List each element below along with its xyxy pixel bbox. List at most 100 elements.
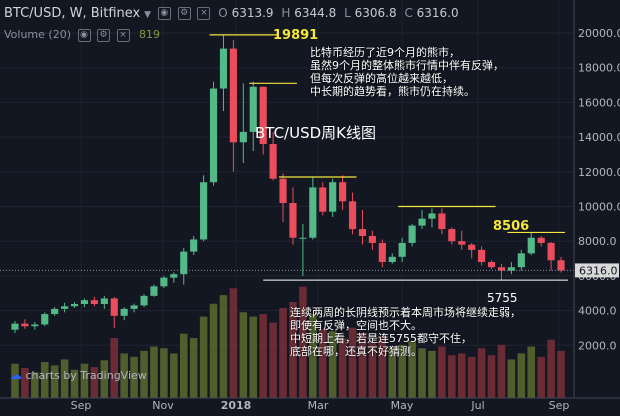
time-tick-Sep: Sep <box>549 399 570 412</box>
support-low-label: 5755 <box>487 291 518 305</box>
volume-bar-18 <box>189 338 198 398</box>
candle-body-44 <box>448 229 456 242</box>
candle-body-14 <box>150 286 158 296</box>
note-top-line-3: 但每次反弹的高位越来越低， <box>310 72 453 85</box>
candle-body-24 <box>249 86 257 132</box>
candles[interactable] <box>11 34 565 334</box>
time-tick-Mar: Mar <box>308 399 329 412</box>
time-tick-May: May <box>391 399 414 412</box>
candle-body-4 <box>51 308 59 315</box>
price-tick-20000: 20000.0 <box>578 27 620 40</box>
candle-body-52 <box>527 237 535 254</box>
price-tick-14000: 14000.0 <box>578 131 620 144</box>
price-tick-18000: 18000.0 <box>578 62 620 75</box>
volume-bar-54 <box>547 339 555 398</box>
current-price-tag <box>575 263 619 278</box>
note-top-line-1: 比特币经历了近9个月的熊市， <box>310 46 460 59</box>
candle-body-26 <box>269 144 277 179</box>
candle-body-19 <box>200 182 208 240</box>
close-label: C <box>404 6 413 20</box>
volume-bar-12 <box>130 356 138 398</box>
volume-bar-2 <box>31 372 39 398</box>
candle-body-43 <box>438 213 446 230</box>
volume-bar-13 <box>140 350 148 398</box>
candle-body-8 <box>90 300 98 305</box>
candle-body-45 <box>458 241 466 245</box>
volume-bar-29 <box>299 286 307 398</box>
settings-icon[interactable]: ⚙ <box>177 7 191 20</box>
candle-body-40 <box>408 225 416 243</box>
candle-body-13 <box>140 295 148 306</box>
candle-body-55 <box>557 260 565 271</box>
candle-body-35 <box>358 229 367 236</box>
note-bottom-line-3: 中短期上看，若是连5755都守不住， <box>290 332 472 345</box>
tradingview-watermark[interactable]: ☁ charts by TradingView <box>10 368 147 382</box>
price-axis[interactable]: 2000.04000.06000.08000.010000.012000.014… <box>573 0 620 416</box>
note-top-line-4: 中长期的趋势看，熊市仍在持续。 <box>310 85 475 98</box>
volume-bar-14 <box>150 346 158 398</box>
open-label: O <box>218 6 228 20</box>
note-bottom-line-4: 底部在哪，还真不好猜测。 <box>290 345 422 358</box>
candle-body-34 <box>348 201 357 230</box>
close-icon[interactable]: × <box>197 7 211 20</box>
price-tick-2000: 2000.0 <box>578 339 617 352</box>
candle-body-53 <box>537 237 545 243</box>
hide-icon[interactable]: ◉ <box>157 7 171 20</box>
volume-bar-44 <box>448 355 456 398</box>
volume-bar-9 <box>100 360 109 398</box>
note-top-line-2: 虽然9个月的整体熊市行情中伴有反弹， <box>310 59 504 72</box>
candle-body-0 <box>11 323 19 330</box>
volume-value: 819 <box>139 28 160 41</box>
volume-bar-19 <box>199 316 208 398</box>
candle-body-32 <box>329 182 337 212</box>
volume-bar-8 <box>90 367 99 398</box>
low-value: 6306.8 <box>354 6 397 20</box>
candle-body-6 <box>70 304 79 307</box>
candle-body-17 <box>180 251 188 275</box>
price-tick-10000: 10000.0 <box>578 201 620 214</box>
volume-bar-52 <box>527 346 536 398</box>
candle-body-23 <box>239 131 247 143</box>
volume-settings-icon[interactable]: ⚙ <box>97 28 110 42</box>
volume-hide-icon[interactable]: ◉ <box>77 28 91 42</box>
price-tick-16000: 16000.0 <box>578 96 620 109</box>
candle-body-42 <box>428 213 436 219</box>
time-axis[interactable]: Sep Nov 2018 Mar May Jul Sep <box>0 397 620 412</box>
volume-bar-53 <box>537 356 545 398</box>
volume-bars <box>11 286 565 398</box>
note-bottom-line-2: 即使有反弹，空间也不大。 <box>290 319 422 332</box>
volume-bar-22 <box>229 288 238 398</box>
high-label: H <box>281 6 291 20</box>
volume-bar-4 <box>50 365 59 398</box>
volume-bar-34 <box>348 327 357 398</box>
volume-bar-37 <box>378 336 387 398</box>
volume-legend: Volume (20) ◉ ⚙ × 819 <box>4 28 160 42</box>
volume-bar-41 <box>418 348 426 398</box>
candle-body-3 <box>41 314 49 325</box>
candle-body-10 <box>110 298 118 316</box>
chart-header: BTC/USD, W, Bitfinex ▼ ◉ ⚙ × O 6313.9 H … <box>4 6 459 21</box>
volume-bar-25 <box>259 314 267 398</box>
volume-close-icon[interactable]: × <box>116 28 130 42</box>
candle-body-39 <box>398 242 406 257</box>
candle-body-20 <box>209 88 218 183</box>
volume-bar-51 <box>517 353 526 398</box>
symbol-dropdown-icon[interactable]: ▼ <box>144 10 151 20</box>
volume-bar-47 <box>477 348 486 398</box>
time-tick-Sep: Sep <box>71 399 92 412</box>
volume-bar-3 <box>40 362 49 398</box>
volume-bar-11 <box>120 353 128 398</box>
chart-title: BTC/USD周K线图 <box>255 124 376 142</box>
volume-bar-38 <box>388 346 397 398</box>
volume-bar-49 <box>497 344 506 398</box>
volume-bar-5 <box>60 359 69 398</box>
price-tick-4000: 4000.0 <box>578 305 617 318</box>
volume-bar-26 <box>269 322 277 398</box>
symbol-title[interactable]: BTC/USD, W, Bitfinex <box>4 6 141 21</box>
volume-bar-15 <box>160 348 168 398</box>
candle-body-16 <box>170 274 178 278</box>
volume-label: Volume (20) <box>4 28 71 41</box>
candle-body-50 <box>507 267 515 271</box>
candle-body-18 <box>190 239 198 252</box>
